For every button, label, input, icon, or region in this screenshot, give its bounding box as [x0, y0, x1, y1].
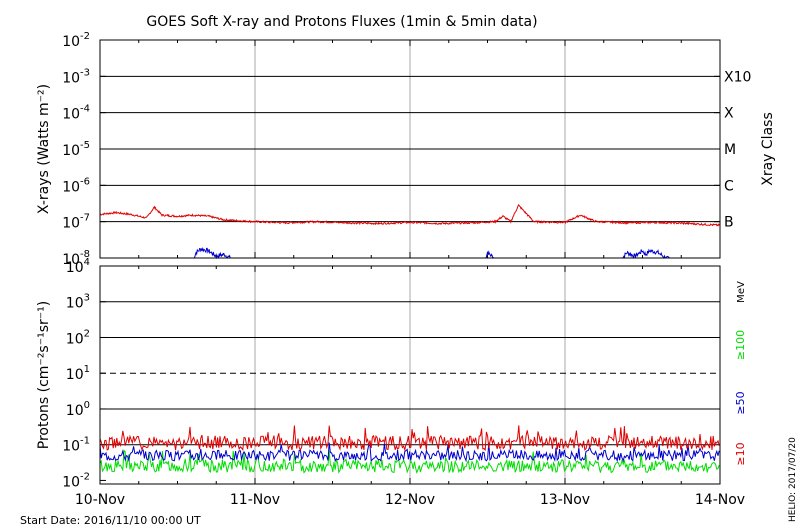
proton-unit-label: MeV: [736, 281, 747, 303]
xray-class-label: M: [724, 142, 736, 158]
x-tick-label: 13-Nov: [540, 492, 590, 508]
proton-legend-green: ≥100: [734, 330, 747, 360]
xray-tick-label: 10-4: [62, 104, 90, 123]
proton-legend-blue: ≥50: [734, 391, 747, 414]
start-date-label: Start Date: 2016/11/10 00:00 UT: [20, 514, 201, 527]
xray-tick-label: 10-5: [62, 140, 90, 159]
proton-series-green: [99, 449, 720, 475]
chart-title: GOES Soft X-ray and Protons Fluxes (1min…: [146, 14, 537, 30]
proton-tick-label: 102: [66, 328, 90, 347]
xray-tick-label: 10-8: [62, 249, 90, 268]
proton-y-axis-label: Protons (cm⁻²s⁻¹sr⁻¹): [36, 301, 52, 450]
proton-frame: [99, 265, 721, 485]
xray-class-axis-label: Xray Class: [760, 112, 776, 186]
xray-tick-label: 10-2: [62, 31, 90, 50]
xray-class-label: B: [724, 215, 734, 231]
proton-legend-red: ≥10: [734, 442, 747, 465]
x-tick-label: 14-Nov: [695, 492, 745, 508]
xray-tick-label: 10-6: [62, 176, 90, 195]
xray-frame: [99, 39, 721, 259]
x-tick-label: 12-Nov: [385, 492, 435, 508]
xray-class-label: X: [724, 106, 734, 122]
proton-series-red: [99, 425, 720, 452]
proton-tick-label: 101: [66, 364, 90, 383]
xray-panel: 10-2 10-3 10-4 10-5 10-6 10-7 10-8 X10 X M C B X-ray…: [36, 31, 776, 268]
xray-red-series: [99, 204, 720, 227]
proton-tick-label: 100: [66, 400, 90, 419]
xray-y-axis-label: X-rays (Watts m⁻²): [36, 84, 52, 214]
credit-label: HELIO: 2017/07/20: [788, 437, 798, 522]
x-tick-label: 10-Nov: [75, 492, 125, 508]
proton-panel: 104 103 102 101 100 10-1 10-2 10-Nov 11-Nov 12-No…: [36, 257, 747, 508]
proton-tick-label: 10-2: [62, 471, 90, 490]
xray-class-label: C: [724, 178, 734, 194]
proton-tick-label: 10-1: [62, 436, 90, 455]
xray-tick-label: 10-7: [62, 213, 90, 232]
xray-blue-series: [620, 248, 689, 259]
xray-blue-series: [193, 246, 232, 260]
proton-tick-label: 103: [66, 293, 90, 312]
xray-tick-label: 10-3: [62, 67, 90, 86]
proton-tick-label: 104: [66, 257, 90, 276]
x-tick-label: 11-Nov: [230, 492, 280, 508]
xray-class-label: X10: [724, 69, 751, 85]
proton-series-blue: [99, 442, 720, 463]
